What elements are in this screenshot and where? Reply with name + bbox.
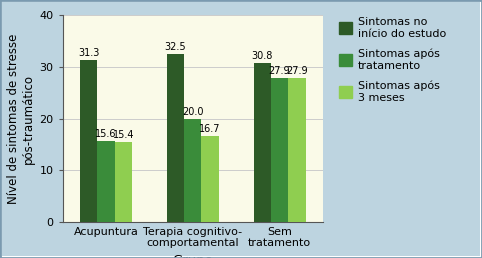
Bar <box>97 141 115 222</box>
Text: 20.0: 20.0 <box>182 107 203 117</box>
Y-axis label: Nível de sintomas de stresse
pós-traumático: Nível de sintomas de stresse pós-traumát… <box>7 34 35 204</box>
Text: 30.8: 30.8 <box>252 51 273 61</box>
Legend: Sintomas no
início do estudo, Sintomas após
tratamento, Sintomas após
3 meses: Sintomas no início do estudo, Sintomas a… <box>339 17 446 103</box>
Text: 16.7: 16.7 <box>200 124 221 134</box>
X-axis label: Grupo: Grupo <box>173 254 213 258</box>
Bar <box>184 119 201 222</box>
Text: 32.5: 32.5 <box>165 42 186 52</box>
Bar <box>201 136 219 222</box>
Text: 31.3: 31.3 <box>78 48 99 58</box>
Bar <box>115 142 132 222</box>
Text: 27.9: 27.9 <box>286 66 308 76</box>
Bar <box>288 78 306 222</box>
Text: 15.6: 15.6 <box>95 129 117 139</box>
Bar <box>80 60 97 222</box>
Text: 15.4: 15.4 <box>113 130 134 140</box>
Bar <box>271 78 288 222</box>
Bar <box>167 54 184 222</box>
Bar <box>254 63 271 222</box>
Text: 27.9: 27.9 <box>269 66 290 76</box>
